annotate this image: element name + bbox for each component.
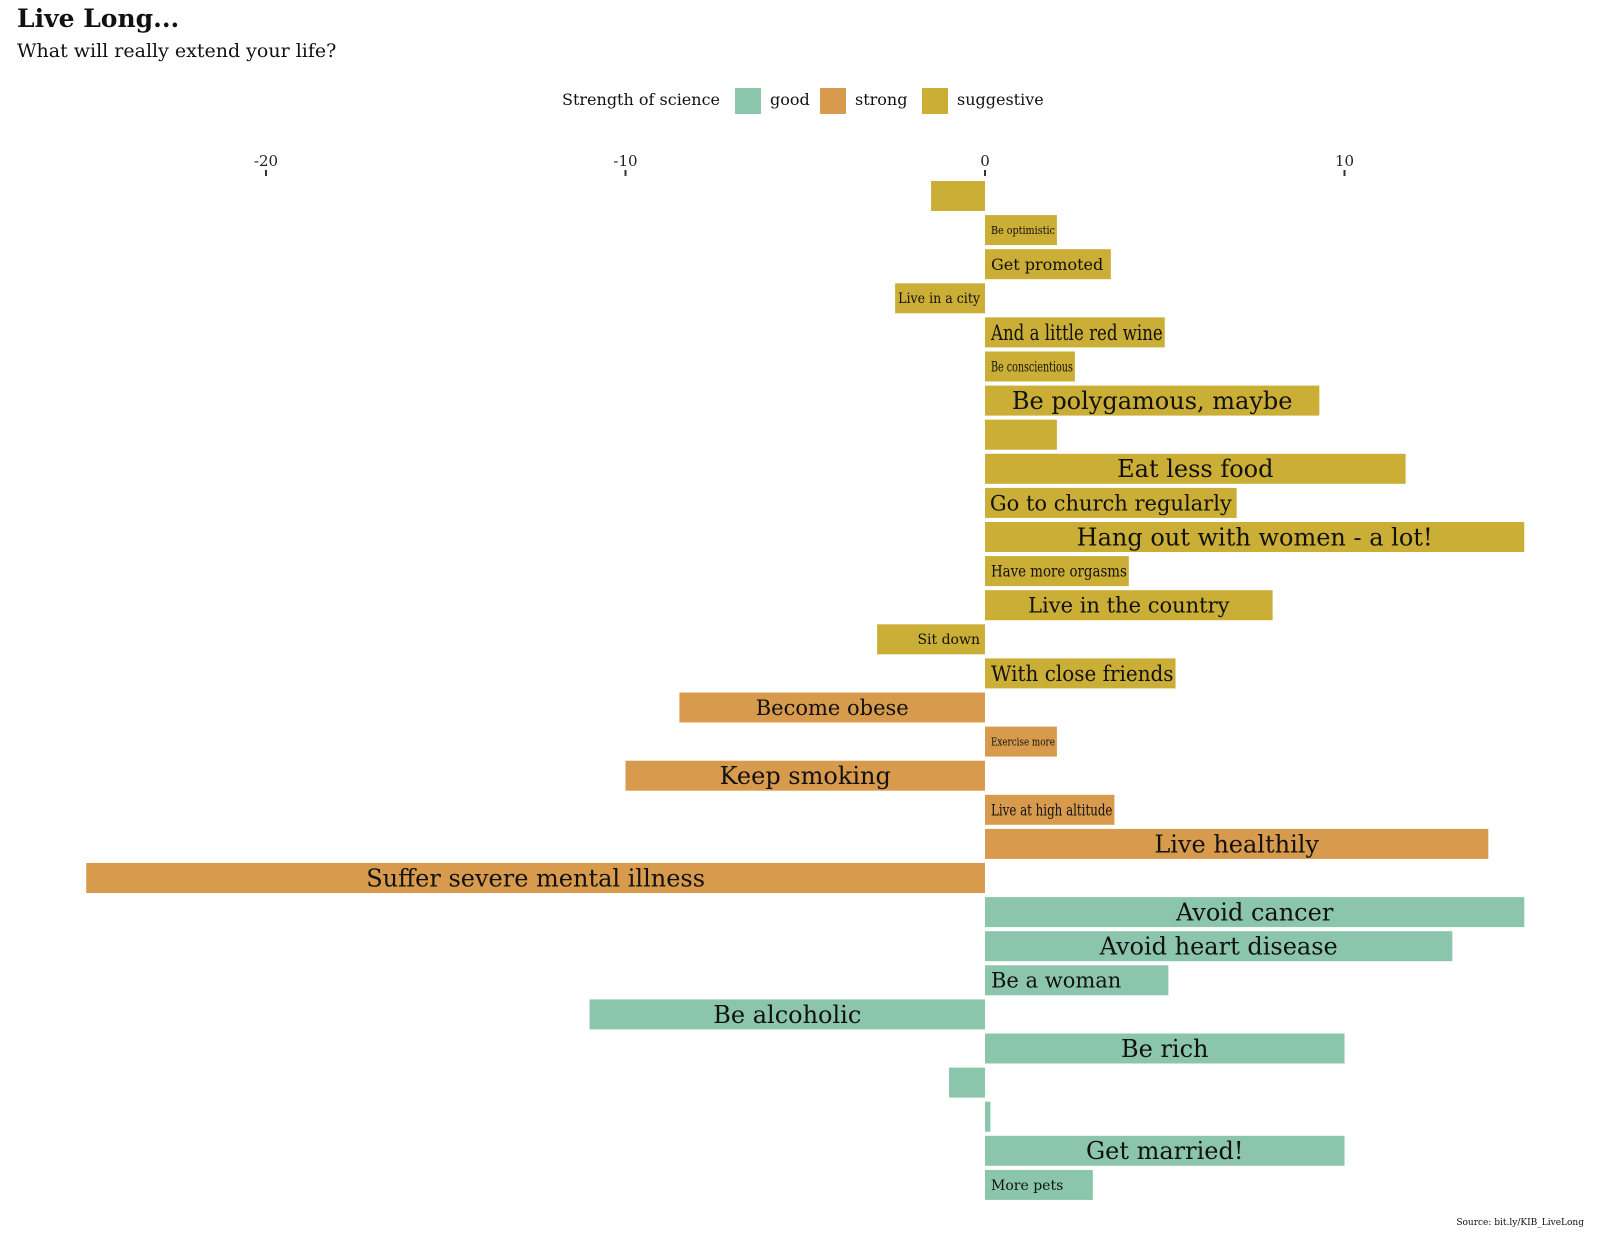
bar — [985, 1101, 991, 1132]
legend-title: Strength of science — [562, 90, 721, 109]
bar-label: Get promoted — [991, 255, 1103, 274]
chart-subtitle: What will really extend your life? — [17, 40, 337, 62]
chart-title: Live Long... — [17, 4, 180, 33]
bar-label: Live in the country — [1028, 594, 1230, 618]
bar — [985, 828, 1489, 859]
bar-label: Eat less food — [1117, 455, 1273, 483]
legend-label-strong: strong — [855, 90, 908, 109]
legend-swatch-good — [735, 88, 761, 114]
source-note: Source: bit.ly/KIB_LiveLong — [1456, 1218, 1584, 1228]
bar-label: Be optimistic — [991, 224, 1055, 237]
bar — [985, 385, 1320, 416]
bar — [985, 658, 1176, 689]
bar-label: Avoid heart disease — [1099, 933, 1338, 961]
legend-label-suggestive: suggestive — [957, 90, 1044, 109]
bar-label: Live in a city — [898, 291, 980, 307]
bar-label: Be alcoholic — [713, 1001, 861, 1029]
bar-label: Be conscientious — [991, 359, 1073, 375]
bar-label: Live healthily — [1154, 830, 1319, 858]
bar-label: Be rich — [1121, 1035, 1209, 1063]
bar — [895, 283, 985, 314]
bar-label: Sit down — [917, 632, 980, 648]
bar-label: Have more orgasms — [991, 562, 1127, 581]
bar — [985, 249, 1111, 280]
x-tick-label: 10 — [1335, 152, 1354, 170]
bar — [985, 794, 1115, 825]
x-tick-label: -10 — [613, 152, 637, 170]
legend-swatch-strong — [820, 88, 846, 114]
bar-label: Go to church regularly — [990, 491, 1232, 515]
bar-label: Get married! — [1086, 1137, 1244, 1165]
bar — [985, 965, 1169, 996]
x-tick-label: -20 — [254, 152, 278, 170]
bar — [985, 897, 1525, 928]
bar-label: Become obese — [756, 696, 909, 720]
bar — [589, 999, 985, 1030]
bar-label: Keep smoking — [720, 762, 891, 790]
bar-label: Live at high altitude — [991, 800, 1112, 819]
bar-label: Suffer severe mental illness — [366, 864, 705, 892]
legend-swatch-suggestive — [922, 88, 948, 114]
bar — [985, 419, 1057, 450]
bar — [931, 181, 985, 211]
bar-label: With close friends — [991, 662, 1174, 686]
bar — [985, 453, 1406, 484]
bar — [985, 317, 1165, 348]
bar-label: Be a woman — [991, 969, 1121, 993]
bar — [985, 931, 1453, 962]
bar — [679, 692, 985, 723]
bar-label: And a little red wine — [990, 321, 1163, 345]
bar — [985, 556, 1129, 587]
bar — [985, 726, 1057, 757]
bar — [877, 624, 985, 655]
legend-label-good: good — [770, 90, 810, 109]
bar-label: Avoid cancer — [1175, 899, 1334, 927]
bar — [985, 522, 1525, 552]
bar-label: Be polygamous, maybe — [1012, 387, 1293, 415]
bar — [985, 1135, 1345, 1166]
bar — [985, 215, 1057, 246]
bar-label: More pets — [991, 1178, 1063, 1194]
bar — [625, 760, 985, 791]
bar — [86, 863, 985, 893]
bar — [985, 590, 1273, 621]
bar — [985, 1033, 1345, 1064]
bar — [985, 351, 1075, 382]
legend: Strength of science good strong suggesti… — [0, 88, 1600, 114]
bar-label: Exercise more — [991, 735, 1055, 748]
bar — [985, 1169, 1093, 1200]
x-tick-label: 0 — [980, 152, 990, 170]
bar — [949, 1067, 985, 1098]
bar — [985, 487, 1237, 518]
bar-label: Hang out with women - a lot! — [1077, 523, 1433, 551]
